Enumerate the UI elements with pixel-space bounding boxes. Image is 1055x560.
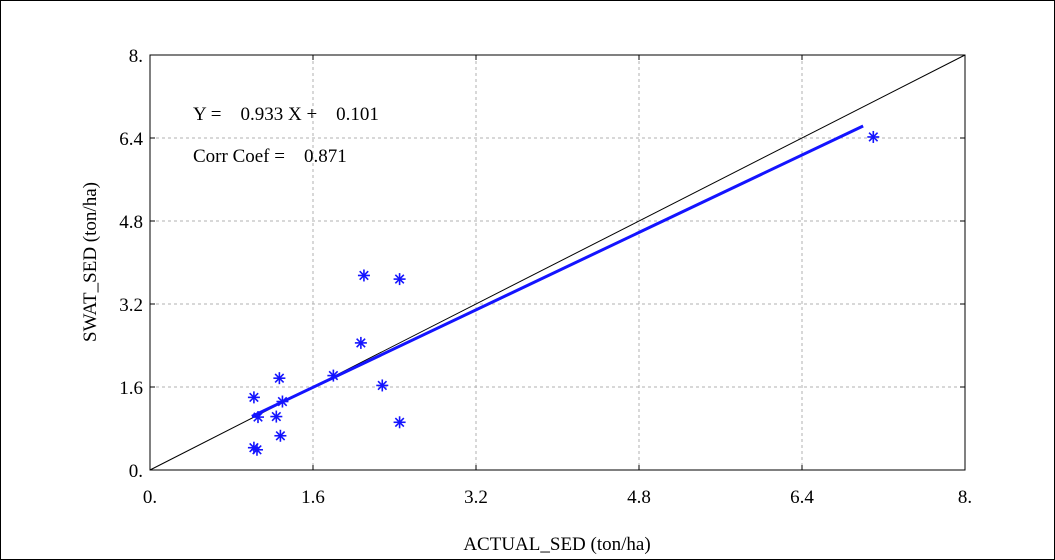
asterisk-stroke <box>394 417 405 428</box>
regression-line <box>251 124 864 418</box>
data-point <box>867 130 880 143</box>
x-tick-label: 8. <box>958 487 972 508</box>
data-point <box>393 273 406 286</box>
x-tick-label: 1.6 <box>301 487 325 508</box>
data-point <box>251 411 264 424</box>
y-axis-label: SWAT_SED (ton/ha) <box>80 182 101 342</box>
data-point <box>376 379 389 392</box>
asterisk-stroke <box>277 396 288 407</box>
asterisk-stroke <box>253 412 263 422</box>
asterisk-stroke <box>249 392 259 403</box>
data-point <box>247 391 260 404</box>
data-points <box>247 130 880 456</box>
y-tick-label: 8. <box>129 46 143 67</box>
data-point <box>327 369 340 382</box>
asterisk-stroke <box>394 274 405 284</box>
asterisk-stroke <box>868 132 879 142</box>
asterisk-stroke <box>252 444 262 455</box>
data-point <box>273 372 286 385</box>
y-tick-label: 3.2 <box>119 295 143 316</box>
asterisk-stroke <box>356 338 366 348</box>
plot-area <box>149 54 966 471</box>
asterisk-stroke <box>377 380 388 391</box>
x-tick-label: 0. <box>143 487 157 508</box>
asterisk-stroke <box>271 411 282 422</box>
data-point <box>274 429 287 442</box>
x-tick-label: 4.8 <box>627 487 651 508</box>
data-point <box>354 336 367 349</box>
asterisk-stroke <box>328 370 339 381</box>
y-tick-label: 1.6 <box>119 378 143 399</box>
equation-label: Y = 0.933 X + 0.101 <box>193 104 379 125</box>
asterisk-stroke <box>359 270 369 281</box>
data-point <box>250 443 263 456</box>
data-point <box>357 269 370 282</box>
axis-ticks: 0. 1.6 3.2 4.8 6.4 8. 0. 1.6 3.2 4.8 6.4 8. <box>119 46 972 508</box>
x-axis-label: ACTUAL_SED (ton/ha) <box>463 534 650 555</box>
data-point <box>276 395 289 408</box>
grid-lines <box>150 55 965 470</box>
corr-coef-label: Corr Coef = 0.871 <box>193 146 347 167</box>
data-point <box>393 416 406 429</box>
x-tick-label: 3.2 <box>464 487 488 508</box>
y-tick-label: 6.4 <box>119 129 143 150</box>
y-tick-label: 4.8 <box>119 212 143 233</box>
x-tick-label: 6.4 <box>790 487 814 508</box>
data-point <box>270 410 283 423</box>
asterisk-stroke <box>275 430 286 441</box>
y-tick-label: 0. <box>129 461 143 482</box>
asterisk-stroke <box>274 373 285 383</box>
